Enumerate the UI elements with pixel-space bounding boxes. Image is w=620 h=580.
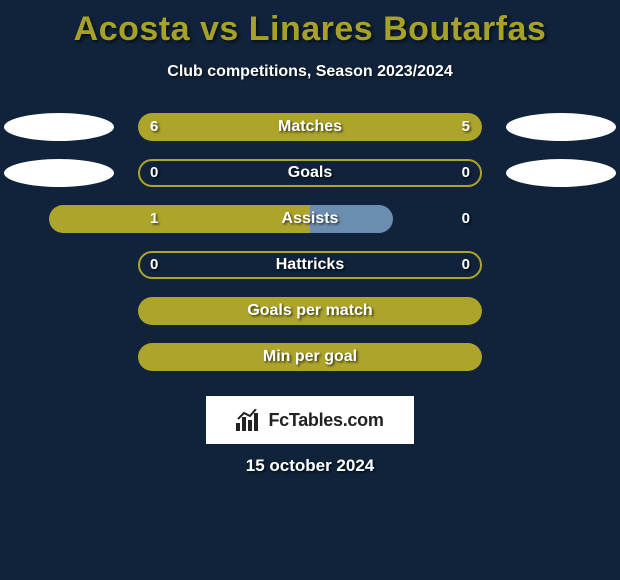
brand-footer-box: FcTables.com <box>206 396 414 444</box>
bar-track <box>138 159 482 187</box>
stat-row: Min per goal <box>0 343 620 371</box>
comparison-chart: 65Matches 00Goals 10Assists 00Hattricks Goal… <box>0 113 620 371</box>
brand-text: FcTables.com <box>268 410 383 431</box>
page-subtitle: Club competitions, Season 2023/2024 <box>0 63 620 81</box>
stat-row: 00Goals <box>0 159 620 187</box>
bar-right <box>310 113 482 141</box>
bar-track <box>138 297 482 325</box>
bar-solid <box>138 343 482 371</box>
player-marker-left <box>4 159 114 187</box>
bar-outline <box>138 251 482 279</box>
bar-left <box>49 205 310 233</box>
bar-chart-icon <box>236 409 262 431</box>
bar-track <box>138 113 482 141</box>
bar-outline <box>138 159 482 187</box>
stat-row: 65Matches <box>0 113 620 141</box>
bar-track <box>138 343 482 371</box>
bar-track <box>138 205 482 233</box>
stat-row: 00Hattricks <box>0 251 620 279</box>
footer-date: 15 october 2024 <box>0 456 620 476</box>
player-marker-right <box>506 113 616 141</box>
bar-solid <box>138 297 482 325</box>
player-marker-right <box>506 159 616 187</box>
page-title: Acosta vs Linares Boutarfas <box>0 0 620 49</box>
bar-left <box>138 113 310 141</box>
stat-row: 10Assists <box>0 205 620 233</box>
player-marker-left <box>4 113 114 141</box>
stat-row: Goals per match <box>0 297 620 325</box>
bar-track <box>138 251 482 279</box>
bar-right <box>310 205 393 233</box>
